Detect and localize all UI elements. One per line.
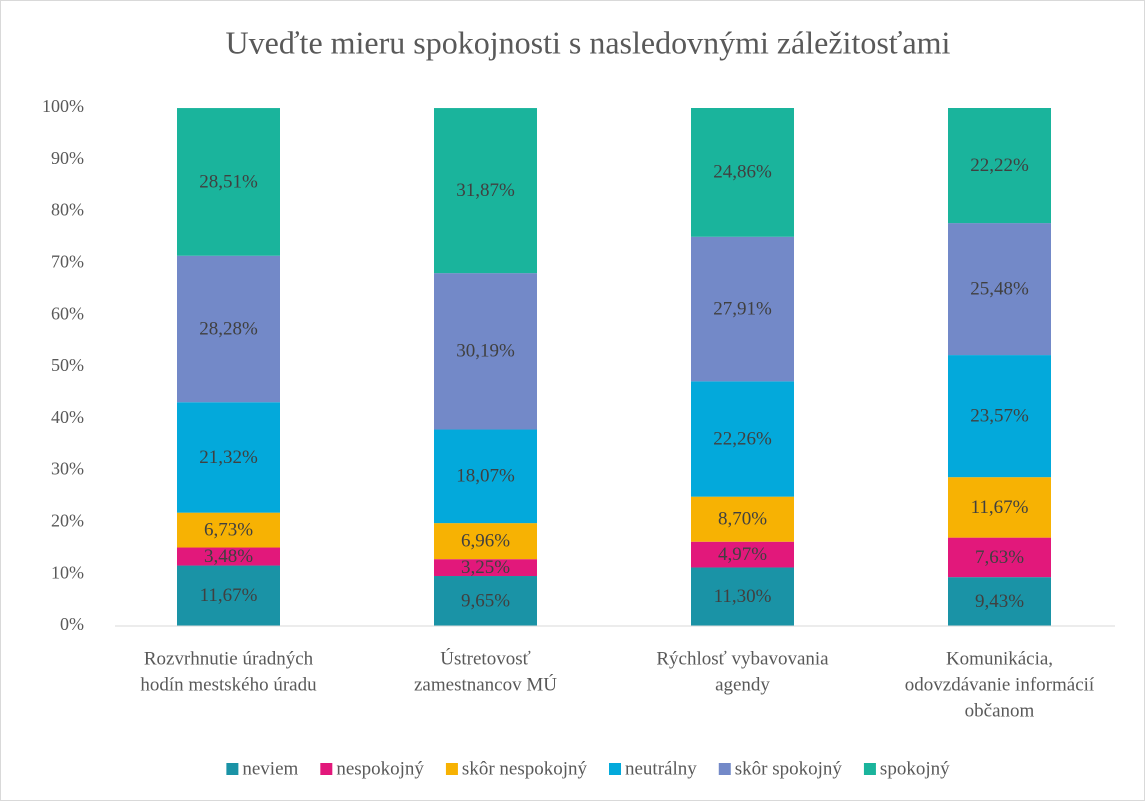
data-label: 22,22% [970,155,1029,176]
y-tick-label: 60% [51,303,84,323]
x-tick-label: Rýchlosť vybavovania [656,648,829,669]
bar-segment [948,223,1051,356]
x-tick-label: občanom [965,700,1035,721]
x-tick-label: odovzdávanie informácií [905,674,1095,695]
data-label: 11,67% [971,497,1029,518]
data-label: 23,57% [970,405,1029,426]
y-tick-label: 100% [42,96,84,116]
data-label: 9,43% [975,591,1024,612]
legend-label: spokojný [880,758,950,779]
legend-label: nespokojný [336,758,424,779]
bar-segment [177,512,280,548]
bar-segment [177,255,280,403]
bar-segment [691,541,794,568]
bar-segment [434,108,537,274]
legend-swatch [718,763,731,775]
bar-segment [434,523,537,560]
bar-segment [434,576,537,626]
y-tick-label: 90% [51,148,84,168]
data-label: 9,65% [461,590,510,611]
bar-segment [948,355,1051,478]
bar-segment [177,108,280,256]
legend-label: skôr spokojný [735,758,843,779]
data-label: 8,70% [718,509,767,530]
y-tick-label: 80% [51,200,84,220]
bar-segment [434,429,537,524]
bar-segment [177,565,280,626]
legend-swatch [863,763,876,775]
bar-segment [177,402,280,513]
data-label: 3,48% [204,546,253,567]
bar-segment [691,108,794,237]
data-label: 6,73% [204,519,253,540]
x-tick-label: Ústretovosť [440,647,530,669]
legend-swatch [609,763,622,775]
bar-segment [948,537,1051,578]
bar-segment [948,108,1051,224]
data-label: 31,87% [456,180,515,201]
y-tick-label: 50% [51,355,84,375]
y-tick-label: 70% [51,252,84,272]
y-tick-label: 0% [60,614,84,634]
bar-segment [948,477,1051,538]
data-label: 11,67% [200,585,258,606]
x-tick-label: agendy [715,674,770,695]
data-label: 7,63% [975,547,1024,568]
data-label: 21,32% [199,447,258,468]
x-tick-label: Komunikácia, [946,648,1053,669]
y-tick-label: 30% [51,459,84,479]
bar-segment [434,559,537,577]
x-tick-label: Rozvrhnutie úradných [144,648,314,669]
legend-label: skôr nespokojný [462,758,588,779]
data-label: 11,30% [714,586,772,607]
y-tick-label: 20% [51,511,84,531]
bar-segment [948,577,1051,626]
bar-segment [177,547,280,566]
legend-swatch [226,763,239,775]
data-label: 25,48% [970,278,1029,299]
data-label: 24,86% [713,162,772,183]
bar-segment [691,496,794,542]
data-label: 4,97% [718,544,767,565]
data-label: 18,07% [456,466,515,487]
x-tick-label: zamestnancov MÚ [414,673,557,695]
chart-title: Uveďte mieru spokojnosti s nasledovnými … [226,24,951,60]
legend-swatch [445,763,458,775]
legend-swatch [320,763,333,775]
bar-segment [691,567,794,626]
data-label: 3,25% [461,557,510,578]
data-label: 30,19% [456,341,515,362]
bar-segment [691,236,794,382]
data-label: 27,91% [713,298,772,319]
legend-label: neutrálny [625,758,697,779]
legend-label: neviem [242,758,298,779]
bar-segment [691,381,794,497]
y-tick-label: 10% [51,562,84,582]
y-tick-label: 40% [51,407,84,427]
data-label: 22,26% [713,428,772,449]
x-tick-label: hodín mestského úradu [140,674,317,695]
data-label: 28,28% [199,318,258,339]
data-label: 28,51% [199,171,258,192]
bar-segment [434,273,537,430]
data-label: 6,96% [461,531,510,552]
